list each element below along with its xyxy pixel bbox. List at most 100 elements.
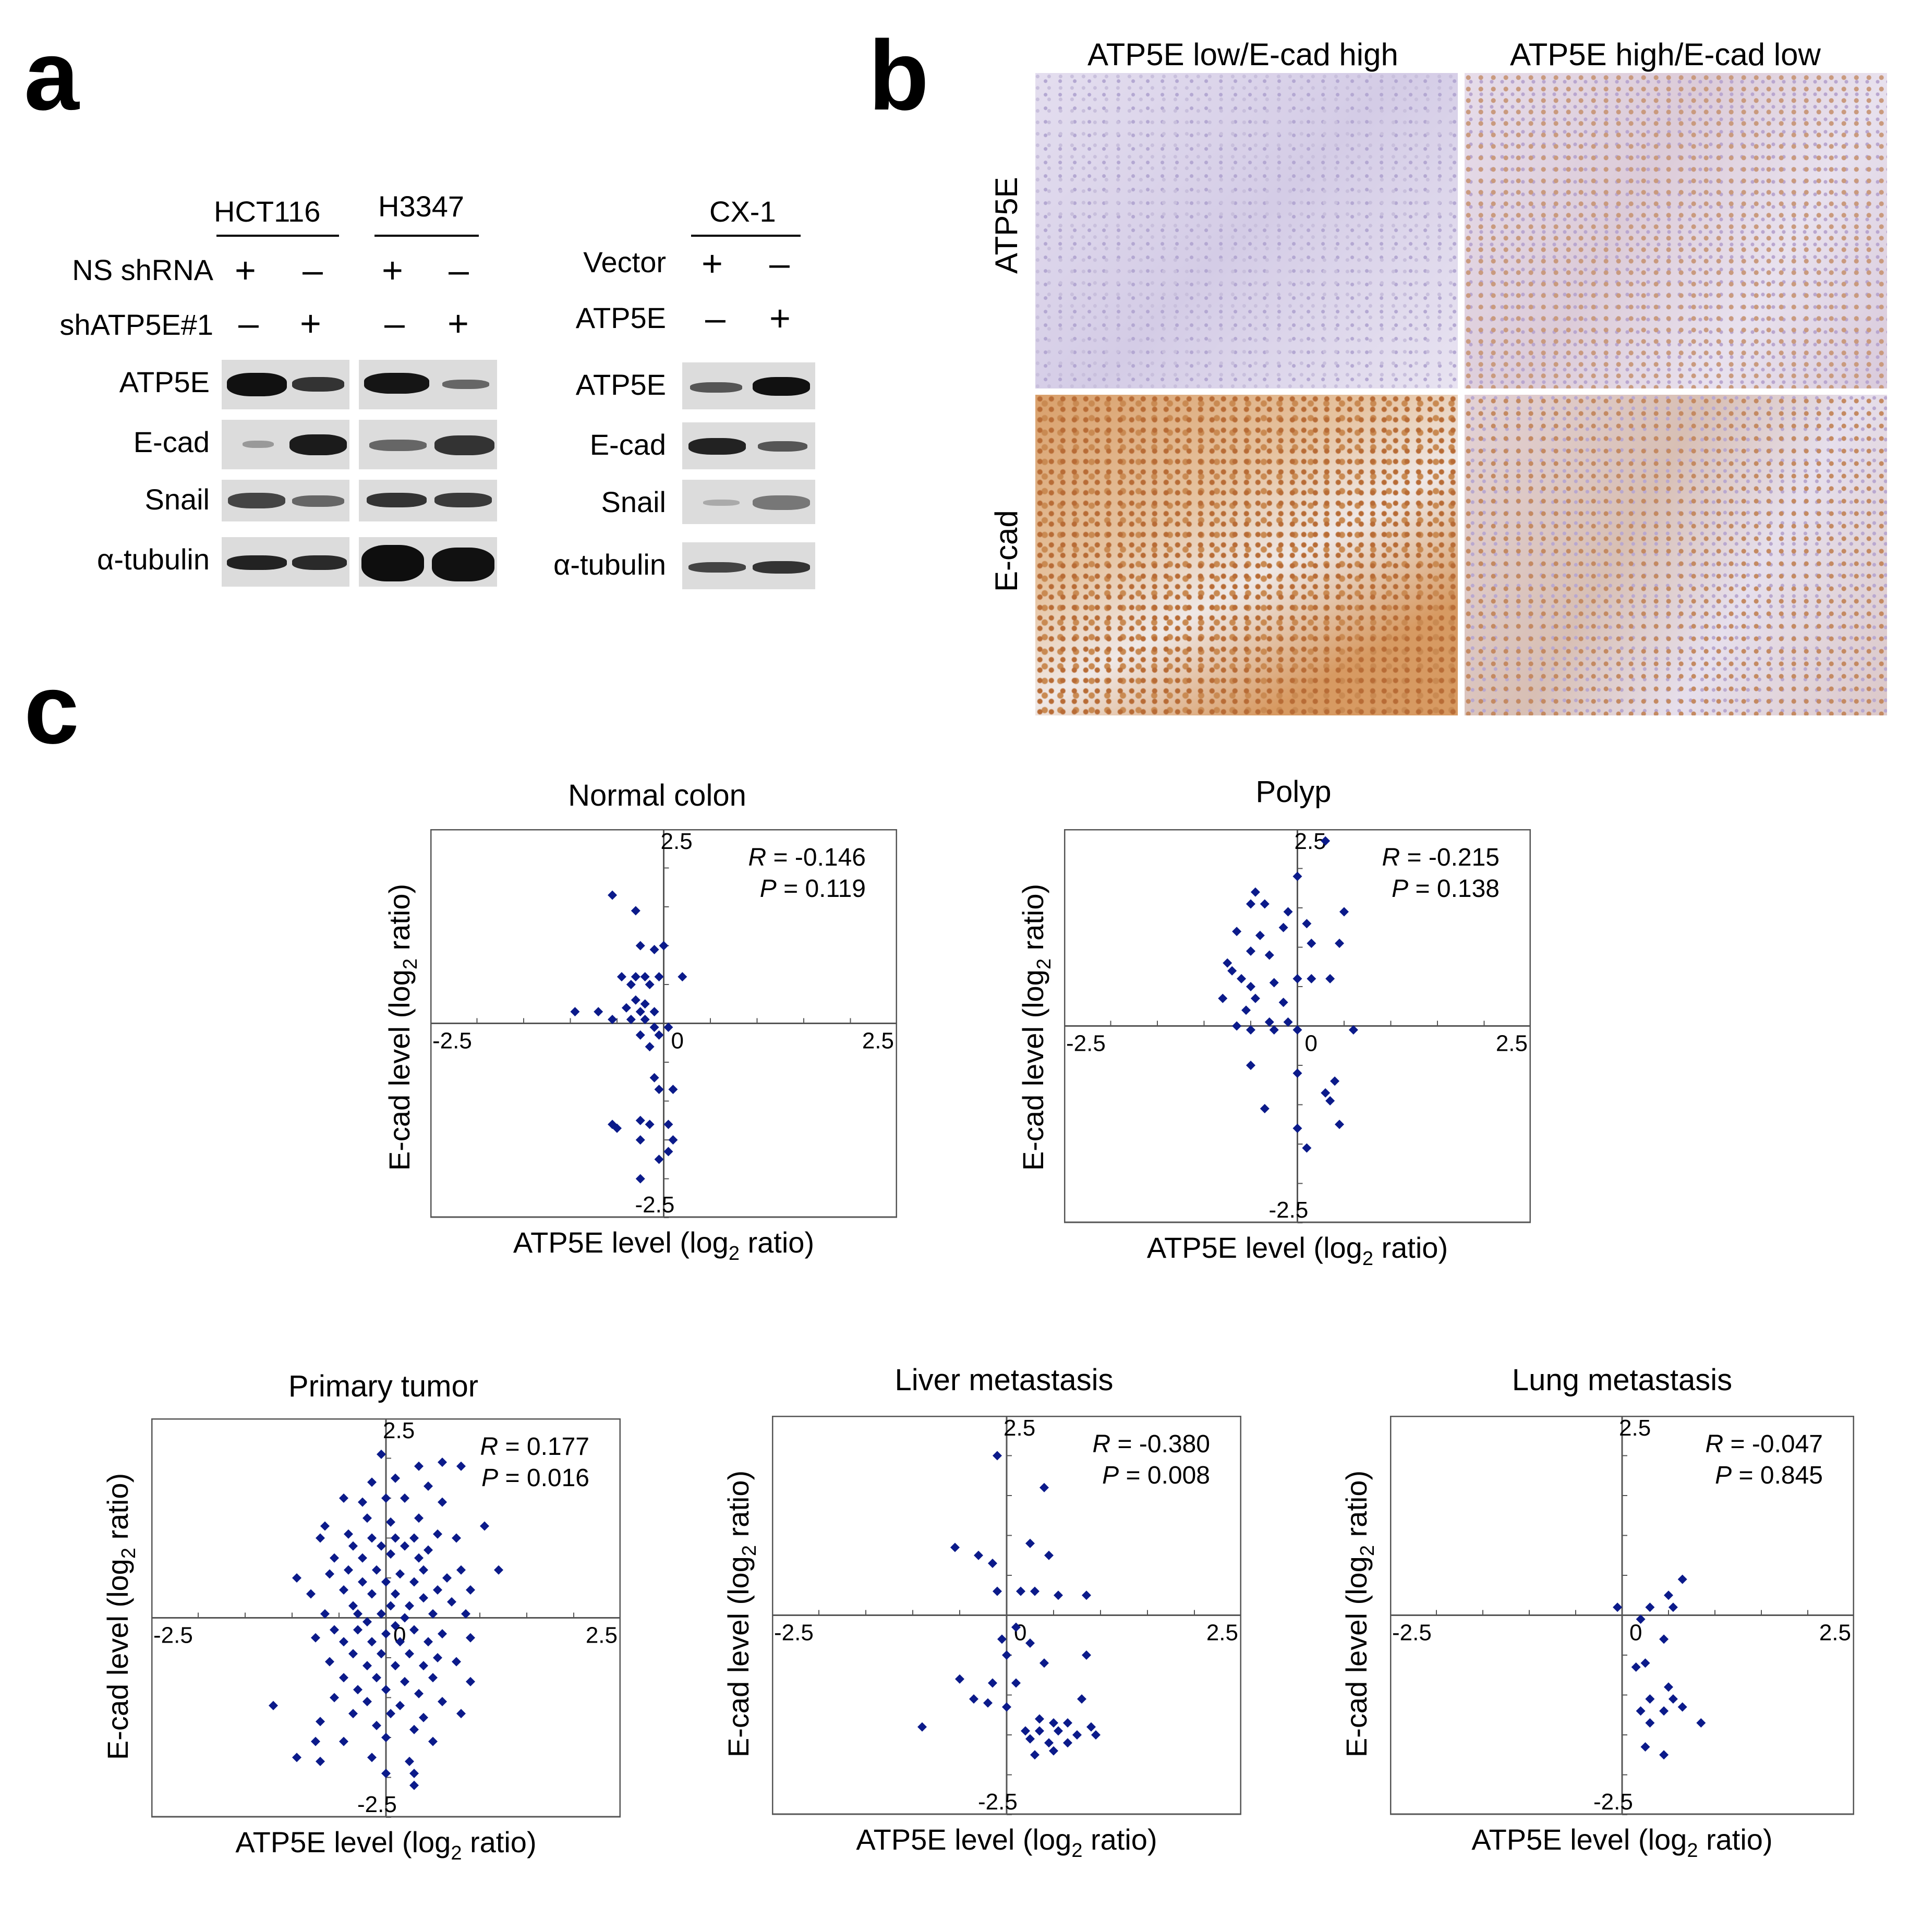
data-point [292,1753,301,1763]
data-point [640,972,650,982]
plot-title: Lung metastasis [1512,1363,1733,1397]
data-point [386,1709,395,1719]
ihc-image-ecad-low [1465,395,1887,715]
y-axis-label: E-cad level (log2 ratio) [1017,884,1055,1171]
data-point [988,1559,997,1569]
data-point [663,1147,673,1157]
sign: – [238,303,259,344]
data-point [358,1553,367,1563]
data-point [1677,1702,1687,1712]
data-point [494,1565,503,1575]
data-point [1292,1025,1302,1035]
data-point [344,1565,353,1575]
data-point [1668,1602,1678,1612]
data-point [1659,1750,1669,1760]
tick-label: 2.5 [1295,829,1326,854]
data-point [372,1565,381,1575]
data-point [1241,1005,1251,1015]
data-point [1696,1718,1706,1728]
data-point [950,1542,960,1552]
data-point [969,1694,978,1704]
data-point [377,1541,386,1551]
data-point [381,1493,391,1503]
data-point [409,1577,419,1587]
data-point [1246,1025,1255,1035]
row-label-atp5e: ATP5E [989,177,1024,274]
data-point [330,1693,339,1703]
data-point [433,1585,442,1595]
data-point [1232,1021,1242,1031]
plot-title: Polyp [1255,775,1332,809]
blot-label-ecad: E-cad [133,426,210,458]
stat-r: R = -0.215 [1382,844,1500,871]
data-point [1049,1718,1058,1728]
data-point [974,1550,983,1560]
data-point [1645,1718,1655,1728]
data-point [1269,978,1279,988]
tick-label: -2.5 [978,1789,1018,1815]
tick-label: -2.5 [357,1792,397,1817]
y-axis-label-container: E-cad level (log2 ratio) [383,884,421,1171]
data-point [414,1513,424,1523]
data-point [1325,974,1335,983]
data-point [1035,1726,1044,1736]
data-point [419,1712,428,1722]
data-point [409,1768,419,1778]
stat-r: R = -0.047 [1706,1430,1823,1458]
data-point [419,1565,428,1575]
blot-strip-h3347-tubulin [359,537,497,587]
x-axis-label: ATP5E level (log2 ratio) [1147,1231,1448,1267]
blot-strip-cx1-tubulin [682,542,815,589]
data-point [405,1649,414,1659]
data-point [367,1477,377,1487]
data-point [663,1120,673,1129]
sign: – [449,250,469,290]
data-point [348,1601,358,1611]
data-point [654,972,664,982]
data-point [1335,938,1345,948]
y-axis-label: E-cad level (log2 ratio) [101,1473,140,1760]
data-point [635,941,645,951]
data-point [456,1461,466,1471]
sign: – [769,243,790,284]
data-point [405,1601,414,1611]
tick-label: 2.5 [1619,1416,1651,1441]
data-point [381,1685,391,1695]
row-label-ecad: E-cad [989,510,1024,592]
blot-strip-hct116-snail [222,480,349,521]
data-point [1292,1123,1302,1133]
data-point [461,1609,470,1619]
blot-strip-h3347-snail [359,480,497,521]
tick-label: -2.5 [1066,1031,1106,1056]
data-point [456,1709,466,1719]
data-point [325,1657,334,1667]
tick-label: -2.5 [635,1192,675,1218]
tick-label: -2.5 [1269,1197,1309,1223]
data-point [424,1545,433,1555]
blot-label-snail: Snail [144,483,210,516]
data-point [612,1123,622,1133]
data-point [424,1637,433,1647]
data-point [1640,1742,1650,1752]
tick-label: 2.5 [661,829,693,854]
group-line-cx1 [691,235,801,237]
group-line-h3347 [374,235,479,237]
ihc-image-atp5e-low [1035,73,1458,388]
data-point [1011,1678,1021,1688]
data-point [1035,1714,1044,1724]
data-point [1659,1706,1669,1716]
data-point [1613,1602,1623,1612]
data-point [466,1585,475,1595]
data-point [1086,1722,1096,1732]
data-point [654,1155,664,1164]
data-point [367,1589,377,1599]
data-point [635,1135,645,1145]
data-point [400,1613,409,1623]
data-point [1321,836,1331,846]
data-point [438,1697,447,1707]
data-point [414,1461,424,1471]
data-point [391,1661,400,1671]
data-point [1063,1738,1072,1748]
